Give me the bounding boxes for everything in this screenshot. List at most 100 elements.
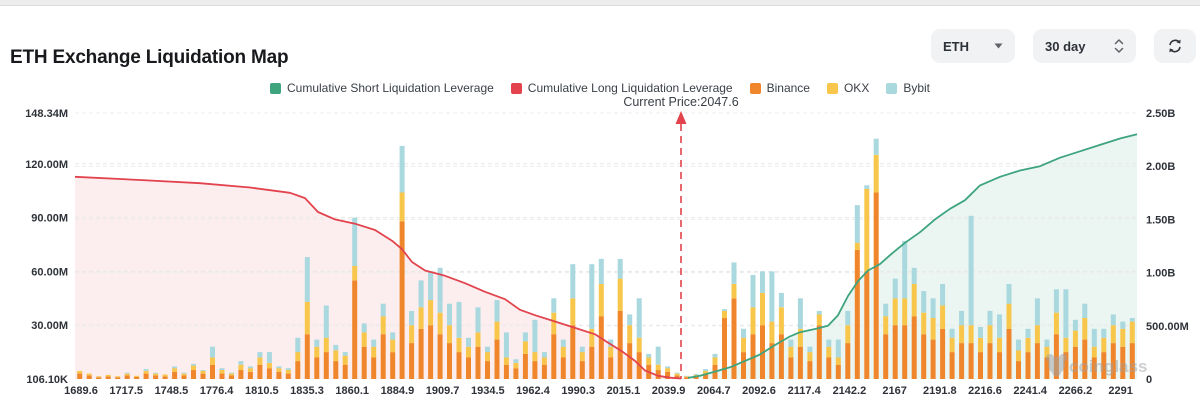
- cumulative-long-line: [74, 175, 682, 380]
- bar-segment-bybit: [1016, 339, 1021, 351]
- bar-segment-okx: [760, 292, 765, 326]
- bar-segment-okx: [570, 298, 576, 326]
- bar-segment-okx: [134, 375, 140, 377]
- bar-segment-okx: [352, 266, 358, 281]
- bar-segment-okx: [959, 325, 965, 344]
- bar-segment-okx: [456, 337, 462, 353]
- current-price-label: Current Price:2047.6: [623, 95, 739, 109]
- x-axis-tick-label: 1717.5: [109, 385, 143, 397]
- bar-segment-bybit: [750, 275, 756, 308]
- bar-segment-bybit: [778, 292, 784, 308]
- bar-segment-binance: [1091, 357, 1097, 379]
- bar-segment-binance: [1034, 343, 1040, 379]
- bar-segment-binance: [494, 339, 500, 379]
- bar-segment-binance: [807, 361, 813, 379]
- bar-segment-binance: [845, 343, 851, 379]
- caret-down-icon: [994, 43, 1003, 49]
- right-axis-tick-label: 1.50B: [1146, 214, 1175, 226]
- bar-segment-bybit: [598, 258, 604, 284]
- bar-segment-okx: [921, 312, 927, 335]
- bar-segment-bybit: [437, 267, 443, 313]
- bar-segment-okx: [285, 370, 291, 374]
- bar-segment-bybit: [1025, 328, 1031, 338]
- bar-segment-okx: [1110, 325, 1116, 344]
- refresh-icon: [1169, 39, 1181, 53]
- bar-segment-binance: [380, 334, 386, 379]
- symbol-select[interactable]: ETH: [931, 29, 1015, 63]
- legend-swatch-okx: [826, 82, 838, 94]
- bar-segment-okx: [579, 352, 585, 362]
- bar-segment-bybit: [541, 352, 547, 358]
- bar-segment-binance: [77, 373, 83, 379]
- legend-label-short: Cumulative Short Liquidation Leverage: [286, 81, 494, 95]
- bar-segment-binance: [883, 334, 889, 379]
- left-axis-tick-label: 106.10K: [26, 374, 68, 386]
- right-axis-tick-label: 2.00B: [1146, 161, 1175, 173]
- bar-segment-okx: [295, 352, 301, 362]
- bar-segment-bybit: [124, 372, 130, 374]
- bar-segment-binance: [560, 357, 566, 379]
- bar-segment-bybit: [816, 310, 822, 315]
- bar-segment-bybit: [845, 310, 851, 326]
- bar-segment-bybit: [655, 346, 661, 365]
- bar-segment-okx: [617, 278, 623, 311]
- bar-segment-bybit: [503, 332, 509, 358]
- bar-segment-bybit: [835, 339, 841, 358]
- left-axis-tick-label: 148.34M: [25, 108, 68, 120]
- bar-segment-bybit: [522, 332, 528, 342]
- bar-segment-okx: [1129, 321, 1135, 344]
- bar-segment-okx: [636, 337, 642, 353]
- bar-segment-bybit: [892, 278, 898, 299]
- bar-segment-okx: [655, 364, 661, 371]
- bar-segment-okx: [845, 325, 851, 344]
- x-axis-tick-label: 2142.2: [833, 385, 867, 397]
- bar-segment-binance: [617, 310, 623, 379]
- period-select[interactable]: 30 day: [1033, 29, 1136, 63]
- bar-segment-binance: [1082, 339, 1088, 379]
- bar-segment-bybit: [854, 205, 860, 243]
- bar-segment-bybit: [949, 328, 955, 338]
- bar-segment-okx: [1006, 303, 1012, 329]
- bar-segment-okx: [466, 346, 471, 358]
- bar-segment-bybit: [797, 298, 803, 329]
- bar-segment-bybit: [153, 372, 159, 374]
- bar-segment-bybit: [257, 352, 263, 358]
- bar-segment-binance: [200, 373, 206, 379]
- bar-segment-okx: [778, 307, 784, 335]
- bar-segment-bybit: [1044, 339, 1050, 347]
- bar-segment-binance: [1063, 352, 1069, 379]
- bar-segment-binance: [854, 249, 860, 379]
- bar-segment-bybit: [247, 366, 253, 369]
- current-price-arrow-icon: [675, 111, 687, 124]
- bar-segment-okx: [200, 370, 206, 374]
- bar-segment-bybit: [703, 369, 709, 371]
- bar-segment-binance: [437, 334, 443, 379]
- bar-segment-okx: [371, 346, 377, 358]
- legend-swatch-bybit: [886, 82, 898, 94]
- x-axis-tick-label: 2216.6: [968, 385, 1002, 397]
- bar-segment-binance: [1120, 346, 1126, 379]
- legend-item-okx[interactable]: OKX: [826, 81, 869, 95]
- bar-segment-bybit: [229, 372, 234, 374]
- bar-segment-bybit: [930, 298, 936, 318]
- right-axis-tick-label: 0: [1146, 374, 1152, 386]
- bar-segment-okx: [1101, 337, 1107, 353]
- bar-segment-bybit: [1110, 314, 1116, 326]
- x-axis-tick-label: 2015.1: [607, 385, 641, 397]
- legend-item-long[interactable]: Cumulative Long Liquidation Leverage: [510, 81, 733, 95]
- legend-item-bybit[interactable]: Bybit: [886, 81, 930, 95]
- bar-segment-okx: [238, 364, 244, 371]
- bar-segment-binance: [665, 371, 671, 379]
- refresh-button[interactable]: [1154, 29, 1196, 63]
- bar-segment-binance: [741, 352, 746, 379]
- bar-segment-okx: [816, 314, 822, 326]
- bar-segment-bybit: [304, 257, 310, 302]
- bar-segment-binance: [579, 361, 585, 379]
- bar-segment-binance: [835, 364, 841, 379]
- bar-segment-bybit: [560, 339, 566, 347]
- bar-segment-binance: [333, 361, 339, 379]
- bar-segment-okx: [598, 284, 604, 317]
- legend-item-short[interactable]: Cumulative Short Liquidation Leverage: [269, 81, 494, 95]
- legend-item-binance[interactable]: Binance: [749, 81, 810, 95]
- bar-segment-binance: [475, 346, 481, 379]
